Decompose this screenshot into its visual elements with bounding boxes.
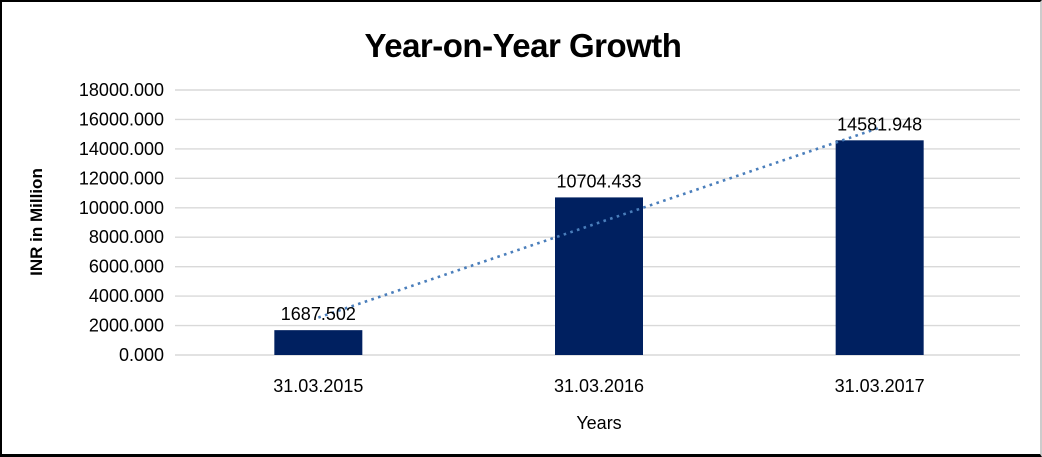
y-tick-label: 2000.000 — [89, 316, 164, 336]
y-tick-label: 6000.000 — [89, 257, 164, 277]
x-tick-labels: 31.03.2015 31.03.2016 31.03.2017 — [273, 376, 924, 396]
y-tick-label: 18000.000 — [79, 80, 164, 100]
bar — [274, 330, 363, 355]
bar — [555, 197, 643, 355]
x-axis-title: Years — [576, 413, 621, 433]
x-tick-label: 31.03.2016 — [554, 376, 644, 396]
y-tick-label: 12000.000 — [79, 168, 164, 188]
x-tick-label: 31.03.2017 — [835, 376, 925, 396]
y-tick-label: 14000.000 — [79, 139, 164, 159]
trendline-path — [317, 126, 881, 319]
data-label: 14581.948 — [837, 114, 922, 134]
data-label: 1687.502 — [281, 304, 356, 324]
bar-series — [274, 140, 924, 355]
bar — [835, 140, 924, 355]
y-tick-label: 8000.000 — [89, 227, 164, 247]
y-tick-label: 0.000 — [119, 345, 164, 365]
trendline — [317, 126, 881, 319]
y-tick-label: 10000.000 — [79, 198, 164, 218]
y-tick-labels: 0.000 2000.000 4000.000 6000.000 8000.000 100… — [79, 80, 164, 365]
y-tick-label: 16000.000 — [79, 109, 164, 129]
x-tick-label: 31.03.2015 — [273, 376, 363, 396]
data-labels: 1687.502 10704.433 14581.948 — [281, 114, 922, 324]
chart-title: Year-on-Year Growth — [365, 27, 682, 64]
data-label: 10704.433 — [556, 171, 641, 191]
y-tick-label: 4000.000 — [89, 286, 164, 306]
y-axis-title: INR in Million — [27, 168, 46, 276]
